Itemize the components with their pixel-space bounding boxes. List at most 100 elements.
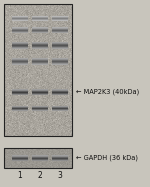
Bar	[52, 61, 68, 62]
Bar	[32, 156, 48, 157]
Bar	[32, 107, 48, 108]
Bar	[12, 45, 28, 46]
Bar	[52, 31, 68, 32]
Bar	[12, 62, 28, 63]
Bar	[52, 92, 68, 93]
Bar	[32, 94, 48, 95]
Bar	[52, 32, 68, 33]
Bar	[52, 42, 68, 43]
Bar	[52, 29, 68, 30]
Bar	[52, 30, 68, 31]
Bar	[12, 42, 28, 43]
Bar	[12, 108, 28, 109]
Bar	[52, 63, 68, 64]
Bar	[12, 64, 28, 65]
Bar	[52, 16, 68, 17]
Bar	[12, 44, 28, 45]
Bar	[12, 110, 28, 111]
Bar	[32, 157, 48, 158]
Bar	[32, 105, 48, 106]
Bar	[12, 92, 28, 93]
Bar	[52, 89, 68, 90]
Bar	[12, 18, 28, 19]
Bar	[52, 62, 68, 63]
Bar	[52, 48, 68, 49]
Bar	[32, 19, 48, 20]
Bar	[52, 108, 68, 109]
Bar	[12, 43, 28, 44]
Bar	[52, 155, 68, 156]
Bar	[52, 160, 68, 161]
Bar	[12, 158, 28, 159]
Bar	[12, 57, 28, 58]
Bar	[32, 60, 48, 61]
Text: 3: 3	[58, 171, 62, 180]
Bar	[12, 30, 28, 31]
Bar	[52, 59, 68, 60]
Bar	[52, 59, 68, 60]
Bar	[12, 94, 28, 95]
Bar	[52, 90, 68, 91]
Bar	[52, 107, 68, 108]
Bar	[52, 19, 68, 20]
Bar	[52, 27, 68, 28]
Bar	[12, 42, 28, 43]
Bar	[12, 157, 28, 158]
Bar	[52, 47, 68, 48]
Bar	[12, 31, 28, 32]
Bar	[52, 60, 68, 61]
Bar	[12, 27, 28, 28]
Text: ← MAP2K3 (40kDa): ← MAP2K3 (40kDa)	[76, 89, 139, 95]
Bar	[52, 18, 68, 19]
Bar	[12, 47, 28, 48]
Bar	[32, 57, 48, 58]
Bar	[52, 160, 68, 161]
Bar	[12, 31, 28, 32]
Bar	[32, 31, 48, 32]
Bar	[32, 27, 48, 28]
Bar	[32, 27, 48, 28]
Bar	[52, 43, 68, 44]
Bar	[12, 108, 28, 109]
Bar	[12, 20, 28, 21]
Bar	[32, 93, 48, 94]
Bar	[52, 159, 68, 160]
Bar	[12, 157, 28, 158]
Bar	[12, 90, 28, 91]
Bar	[32, 90, 48, 91]
Bar	[32, 29, 48, 30]
Bar	[52, 109, 68, 110]
Bar	[52, 20, 68, 21]
Bar	[52, 91, 68, 92]
Bar	[32, 108, 48, 109]
Bar	[32, 91, 48, 92]
Bar	[32, 157, 48, 158]
Bar	[32, 47, 48, 48]
Bar	[32, 31, 48, 32]
Bar	[32, 32, 48, 33]
Bar	[32, 48, 48, 49]
Bar	[52, 156, 68, 157]
Bar	[32, 18, 48, 19]
Bar	[12, 94, 28, 95]
Bar	[52, 47, 68, 48]
Bar	[52, 158, 68, 159]
Bar	[12, 48, 28, 49]
Bar	[52, 57, 68, 58]
Bar	[32, 45, 48, 46]
Bar	[32, 61, 48, 62]
Bar	[32, 16, 48, 17]
Bar	[32, 110, 48, 111]
Bar	[32, 59, 48, 60]
Bar	[52, 157, 68, 158]
Bar	[32, 155, 48, 156]
Bar	[12, 45, 28, 46]
Bar	[52, 94, 68, 95]
Bar	[32, 20, 48, 21]
Bar	[12, 155, 28, 156]
Bar	[52, 44, 68, 45]
Bar	[12, 62, 28, 63]
Bar	[32, 28, 48, 29]
Bar	[52, 16, 68, 17]
Bar	[12, 59, 28, 60]
